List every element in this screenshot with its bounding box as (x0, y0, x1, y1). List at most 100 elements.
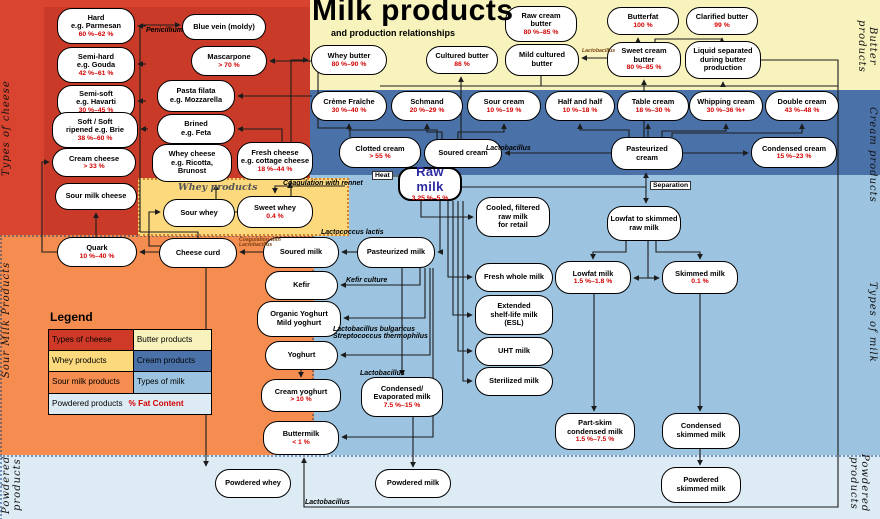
edge-43 (437, 201, 444, 255)
condensed-cream-label: Condensed cream (761, 143, 827, 153)
edge-49 (340, 268, 421, 288)
edge-47 (462, 201, 473, 384)
semi-soft-cheese-fat-content: 30 %–45 % (78, 106, 114, 114)
lactobacillus-bottom-label: Lactobacillus (305, 499, 350, 506)
edge-36 (671, 123, 805, 137)
whey-cheese-label: e.g. Ricotta, (171, 157, 213, 167)
legend-item-types-of-milk: Types of milk (132, 371, 213, 394)
cheese-curd-label: Cheese curd (175, 247, 221, 257)
semi-hard-cheese-label: Semi-hard (77, 51, 115, 61)
whey-cheese-label: Whey cheese (168, 149, 216, 159)
blue-vein-label: Blue vein (moldy) (193, 21, 255, 31)
soured-milk-node: Soured milk (263, 237, 339, 268)
esl-milk-node: Extended shelf-life milk (ESL) (475, 295, 553, 335)
skimmed-milk-node: Skimmed milk 0.1 % (662, 261, 738, 294)
schmand-node: Schmand 20 %–29 % (391, 91, 463, 121)
lactobacillus-condensed-label: Lactobacillus (360, 370, 405, 377)
legend-fat-content-note: % Fat Content (128, 398, 184, 408)
powdered-whey-label: Powdered whey (225, 478, 281, 488)
organic-yoghurt-label: Mild yoghurt (276, 318, 322, 327)
edge-53 (341, 268, 434, 440)
legend-table: Types of cheese Butter products Whey produ… (48, 328, 213, 415)
coagulation-rennet-label: Coagulation with rennet (283, 180, 363, 187)
part-skim-condensed-milk-label: Part-skim (578, 418, 612, 428)
edge-25 (654, 37, 725, 44)
sweet-cream-butter-label: Sweet cream (621, 46, 667, 56)
fresh-cheese-fat-content: 18 %–44 % (257, 165, 293, 173)
butterfat-fat-content: 100 % (633, 21, 653, 29)
semi-hard-cheese-node: Semi-hard e.g. Gouda 42 %–61 % (57, 47, 135, 83)
sweet-cream-butter-label: butter (633, 54, 655, 64)
condensed-evaporated-milk-node: Condensed/Evaporated milk 7.5 %–15 % (361, 377, 443, 417)
sweet-whey-node: Sweet whey 0.4 % (237, 196, 313, 228)
sweet-whey-fat-content: 0.4 % (266, 212, 284, 220)
soft-cheese-label: ripened e.g. Brie (66, 125, 124, 135)
cultured-butter-fat-content: 86 % (454, 60, 470, 68)
fresh-whole-milk-label: Fresh whole milk (484, 272, 544, 282)
edge-32 (457, 123, 507, 139)
lowfat-milk-label: Lowfat milk (572, 268, 614, 278)
legend-item-types-of-cheese: Types of cheese (48, 328, 134, 352)
legend-item-butter-products: Butter products (132, 328, 213, 352)
raw-cream-butter-fat-content: 80 %–85 % (523, 28, 559, 36)
fresh-cheese-node: Fresh cheese e.g. cottage cheese 18 %–44 % (237, 142, 313, 180)
uht-milk-label: UHT milk (497, 346, 531, 356)
sterilized-milk-label: Sterilized milk (489, 376, 539, 386)
raw-cream-butter-label: Raw cream (521, 10, 561, 20)
edge-56 (655, 241, 703, 260)
sweet-cream-butter-fat-content: 80 %–85 % (626, 64, 662, 72)
clarified-butter-fat-content: 99 % (714, 21, 730, 29)
pasteurized-milk-node: Pasteurized milk (357, 237, 435, 268)
fresh-cheese-label: Fresh cheese (251, 147, 299, 157)
powdered-milk-node: Powdered milk (375, 469, 451, 498)
powdered-products-right-label: Powdered products (848, 453, 870, 513)
clarified-butter-label: Clarified butter (695, 12, 749, 21)
soft-cheese-label: Soft / Soft (77, 116, 113, 126)
mild-cultured-butter-label: butter (531, 59, 553, 68)
sour-whey-node: Sour whey (163, 199, 235, 227)
powdered-products-left-label: Powdered products (1, 455, 23, 515)
sour-cream-node: Sour cream 10 %–19 % (467, 91, 541, 121)
sweet-cream-butter-node: Sweet cream butter 80 %–85 % (607, 42, 681, 77)
condensed-skimmed-milk-node: Condensed skimmed milk (662, 413, 740, 449)
lactococcus-lactis-label: Lactococcus lactis (321, 229, 384, 236)
edge-7 (269, 58, 351, 137)
cream-products-label: Cream products (867, 107, 878, 203)
page-title: Milk products (312, 0, 514, 27)
whey-butter-fat-content: 80 %–90 % (331, 60, 367, 68)
pasta-filata-label: Pasta filata (176, 86, 216, 96)
whey-butter-node: Whey butter 80 %–90 % (311, 45, 387, 75)
table-cream-node: Table cream 18 %–30 % (617, 91, 689, 121)
condensed-evaporated-milk-label: Condensed/ (380, 383, 424, 393)
edge-31 (424, 123, 443, 139)
double-cream-node: Double cream 43 %–48 % (765, 91, 839, 121)
edge-17 (148, 209, 161, 247)
brined-cheese-node: Brined e.g. Feta (157, 114, 235, 144)
edge-50 (343, 268, 426, 321)
powdered-milk-label: Powdered milk (386, 478, 440, 488)
soured-cream-label: Soured cream (438, 148, 488, 158)
lowfat-milk-node: Lowfat milk 1.5 %–1.8 % (555, 261, 631, 294)
double-cream-label: Double cream (777, 97, 827, 106)
double-cream-fat-content: 43 %–48 % (784, 106, 820, 114)
types-of-cheese-label: Types of cheese (1, 80, 12, 176)
soft-cheese-fat-content: 38 %–60 % (77, 134, 113, 142)
cooled-filtered-raw-milk-node: Cooled, filtered raw milk for retail (476, 197, 550, 237)
soured-milk-label: Soured milk (279, 247, 323, 257)
whey-cheese-label: Brunost (177, 166, 207, 176)
legend-item-whey-products: Whey products (48, 350, 134, 373)
condensed-cream-node: Condensed cream 15 %–23 % (751, 137, 837, 168)
part-skim-condensed-milk-label: condensed milk (567, 426, 623, 436)
edge-12 (272, 185, 345, 194)
page-subtitle: and production relationships (331, 28, 456, 38)
table-cream-label: Table cream (631, 97, 675, 106)
penicillium-label: Penicillium (146, 27, 183, 34)
coagulation-lactobacillus-label: Coagulation with Lactobacillus (239, 237, 281, 249)
whipping-cream-fat-content: 30 %–36 %+ (706, 106, 746, 114)
condensed-skimmed-milk-label: skimmed milk (676, 430, 726, 439)
condensed-cream-fat-content: 15 %–23 % (776, 153, 812, 161)
edge-6 (140, 231, 199, 238)
cream-yoghurt-fat-content: > 10 % (290, 396, 312, 404)
edge-33 (577, 123, 630, 137)
esl-milk-label: shelf-life milk (490, 309, 538, 319)
